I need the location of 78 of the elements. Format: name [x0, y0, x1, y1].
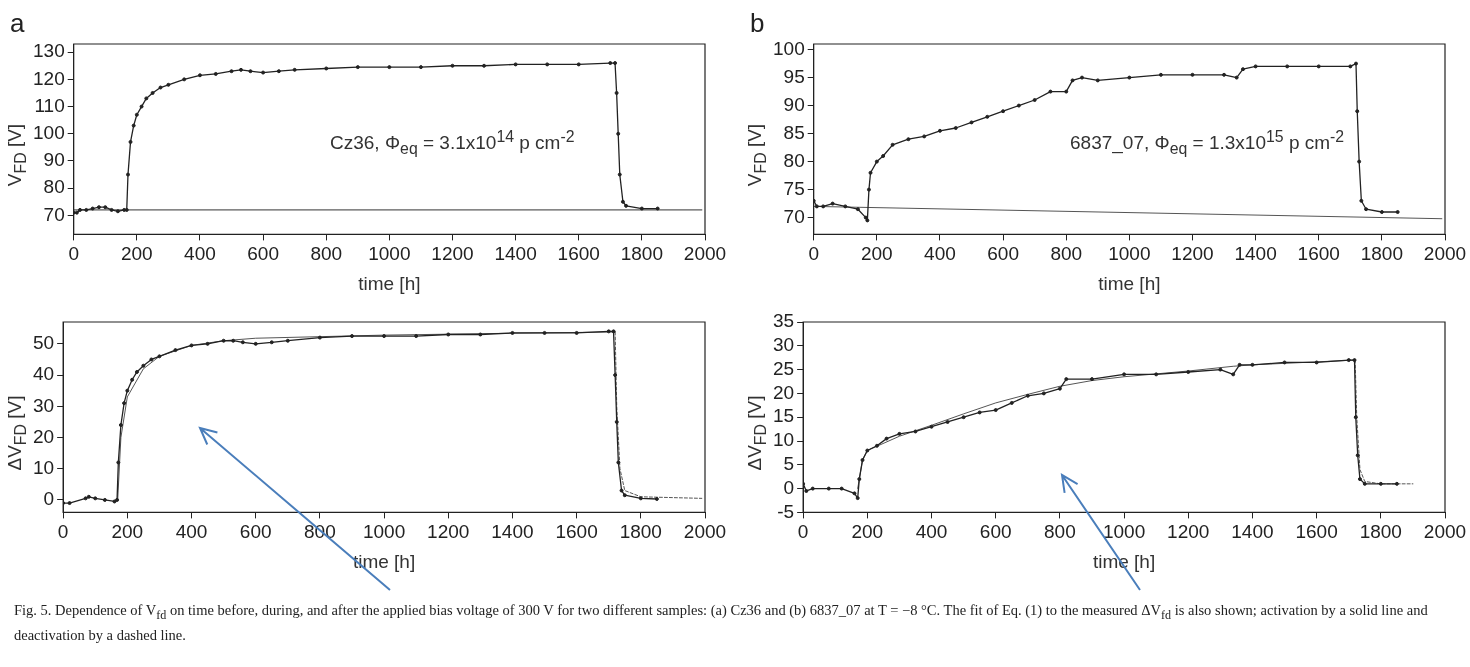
y-tick-label: 10: [32, 456, 55, 478]
y-tick-label: 10: [772, 429, 795, 451]
y-tick-label: 20: [772, 381, 795, 403]
y-tick-label: 85: [783, 121, 805, 143]
y-tick-label: 25: [772, 357, 795, 379]
text: Fig. 5. Dependence of V$_{fd}$ on time before, during, and after the applied bias voltage of 300 V for two different samples: (a) Cz36 and (b) 6837_07 at T = −8 °C. The fit of Eq. (1) to the measured ΔV$_{fd}$ is also shown; activation by a solid line and deactivation by a dashed line.: [14, 602, 1428, 643]
y-tick-label: 30: [772, 334, 795, 356]
x-tick-label: 1200: [431, 243, 474, 265]
y-tick-label: 120: [33, 67, 65, 89]
x-tick-label: 1000: [362, 521, 406, 543]
x-tick-label: 1800: [619, 521, 662, 543]
x-tick-label: 0: [808, 243, 819, 265]
x-tick-label: 200: [860, 243, 893, 265]
x-tick-label: 800: [310, 243, 343, 265]
x-tick-label: 600: [247, 243, 279, 265]
x-tick-label: 1400: [1231, 521, 1274, 543]
y-tick-label: 15: [772, 405, 795, 427]
x-tick-label: 1000: [368, 243, 411, 265]
y-tick-label: 110: [34, 94, 65, 116]
x-tick-label: 800: [1044, 521, 1076, 543]
y-tick-label: 30: [32, 394, 55, 416]
y-tick-label: 70: [43, 203, 65, 225]
x-tick-label: 400: [924, 243, 956, 265]
y-tick-label: 50: [32, 332, 55, 354]
x-tick-label: 1800: [1360, 243, 1404, 265]
annotation: Cz36, Φ$_{eq}$ = 3.1x10$^{14}$ p cm$^{-2}$: [330, 128, 575, 159]
x-tick-label: 200: [851, 521, 884, 543]
x-tick-label: 600: [987, 243, 1019, 265]
y-tick-label: 130: [33, 40, 65, 62]
y-tick-label: 75: [783, 177, 805, 199]
x-tick-label: 1800: [1359, 521, 1402, 543]
x-tick-label: 200: [111, 521, 144, 543]
x-tick-label: 200: [120, 243, 153, 265]
x-tick-label: 1600: [555, 521, 598, 543]
x-tick-label: 1600: [1297, 243, 1340, 265]
x-tick-label: 600: [239, 521, 272, 543]
y-tick-label: 80: [43, 176, 65, 198]
y-tick-label: 5: [783, 453, 795, 475]
y-tick-label: 80: [783, 149, 805, 171]
y-tick-label: 40: [32, 363, 55, 385]
y-tick-label: 70: [783, 205, 805, 227]
x-tick-label: 1600: [1295, 521, 1338, 543]
y-tick-label: 100: [773, 37, 805, 59]
x-tick-label: 1400: [1234, 243, 1277, 265]
x-tick-label: 0: [68, 243, 79, 265]
x-tick-label: 400: [915, 521, 948, 543]
y-tick-label: 35: [772, 310, 795, 332]
x-tick-label: 1600: [557, 243, 600, 265]
x-tick-label: 400: [175, 521, 208, 543]
x-tick-label: 1000: [1108, 243, 1151, 265]
annotation: 6837_07, Φ$_{eq}$ = 1.3x10$^{15}$ p cm$^{-2}$: [1070, 128, 1345, 159]
x-tick-label: 2000: [1423, 521, 1467, 543]
x-tick-label: 1200: [1171, 243, 1214, 265]
y-tick-label: 90: [43, 149, 65, 171]
x-axis-title: time [h]: [352, 550, 416, 572]
chart-title: a: [10, 8, 25, 39]
x-tick-label: 1800: [620, 243, 664, 265]
x-tick-label: 1200: [427, 521, 470, 543]
x-tick-label: 600: [979, 521, 1012, 543]
x-axis-title: time [h]: [1098, 272, 1161, 294]
y-tick-label: 90: [783, 93, 805, 115]
y-tick-label: 100: [33, 121, 65, 143]
chart-title: b: [750, 8, 765, 39]
y-tick-label: 20: [32, 425, 55, 447]
x-tick-label: 1200: [1167, 521, 1210, 543]
x-tick-label: 1400: [491, 521, 534, 543]
x-tick-label: 400: [184, 243, 216, 265]
y-tick-label: 95: [783, 65, 805, 87]
y-tick-label: -5: [777, 500, 795, 522]
x-tick-label: 2000: [683, 521, 727, 543]
y-tick-label: 0: [783, 476, 795, 498]
x-tick-label: 800: [1050, 243, 1083, 265]
x-tick-label: 2000: [1423, 243, 1467, 265]
x-tick-label: 1400: [494, 243, 537, 265]
x-axis-title: time [h]: [358, 272, 421, 294]
x-tick-label: 2000: [683, 243, 727, 265]
x-tick-label: 1000: [1102, 521, 1146, 543]
y-tick-label: 0: [43, 488, 55, 510]
